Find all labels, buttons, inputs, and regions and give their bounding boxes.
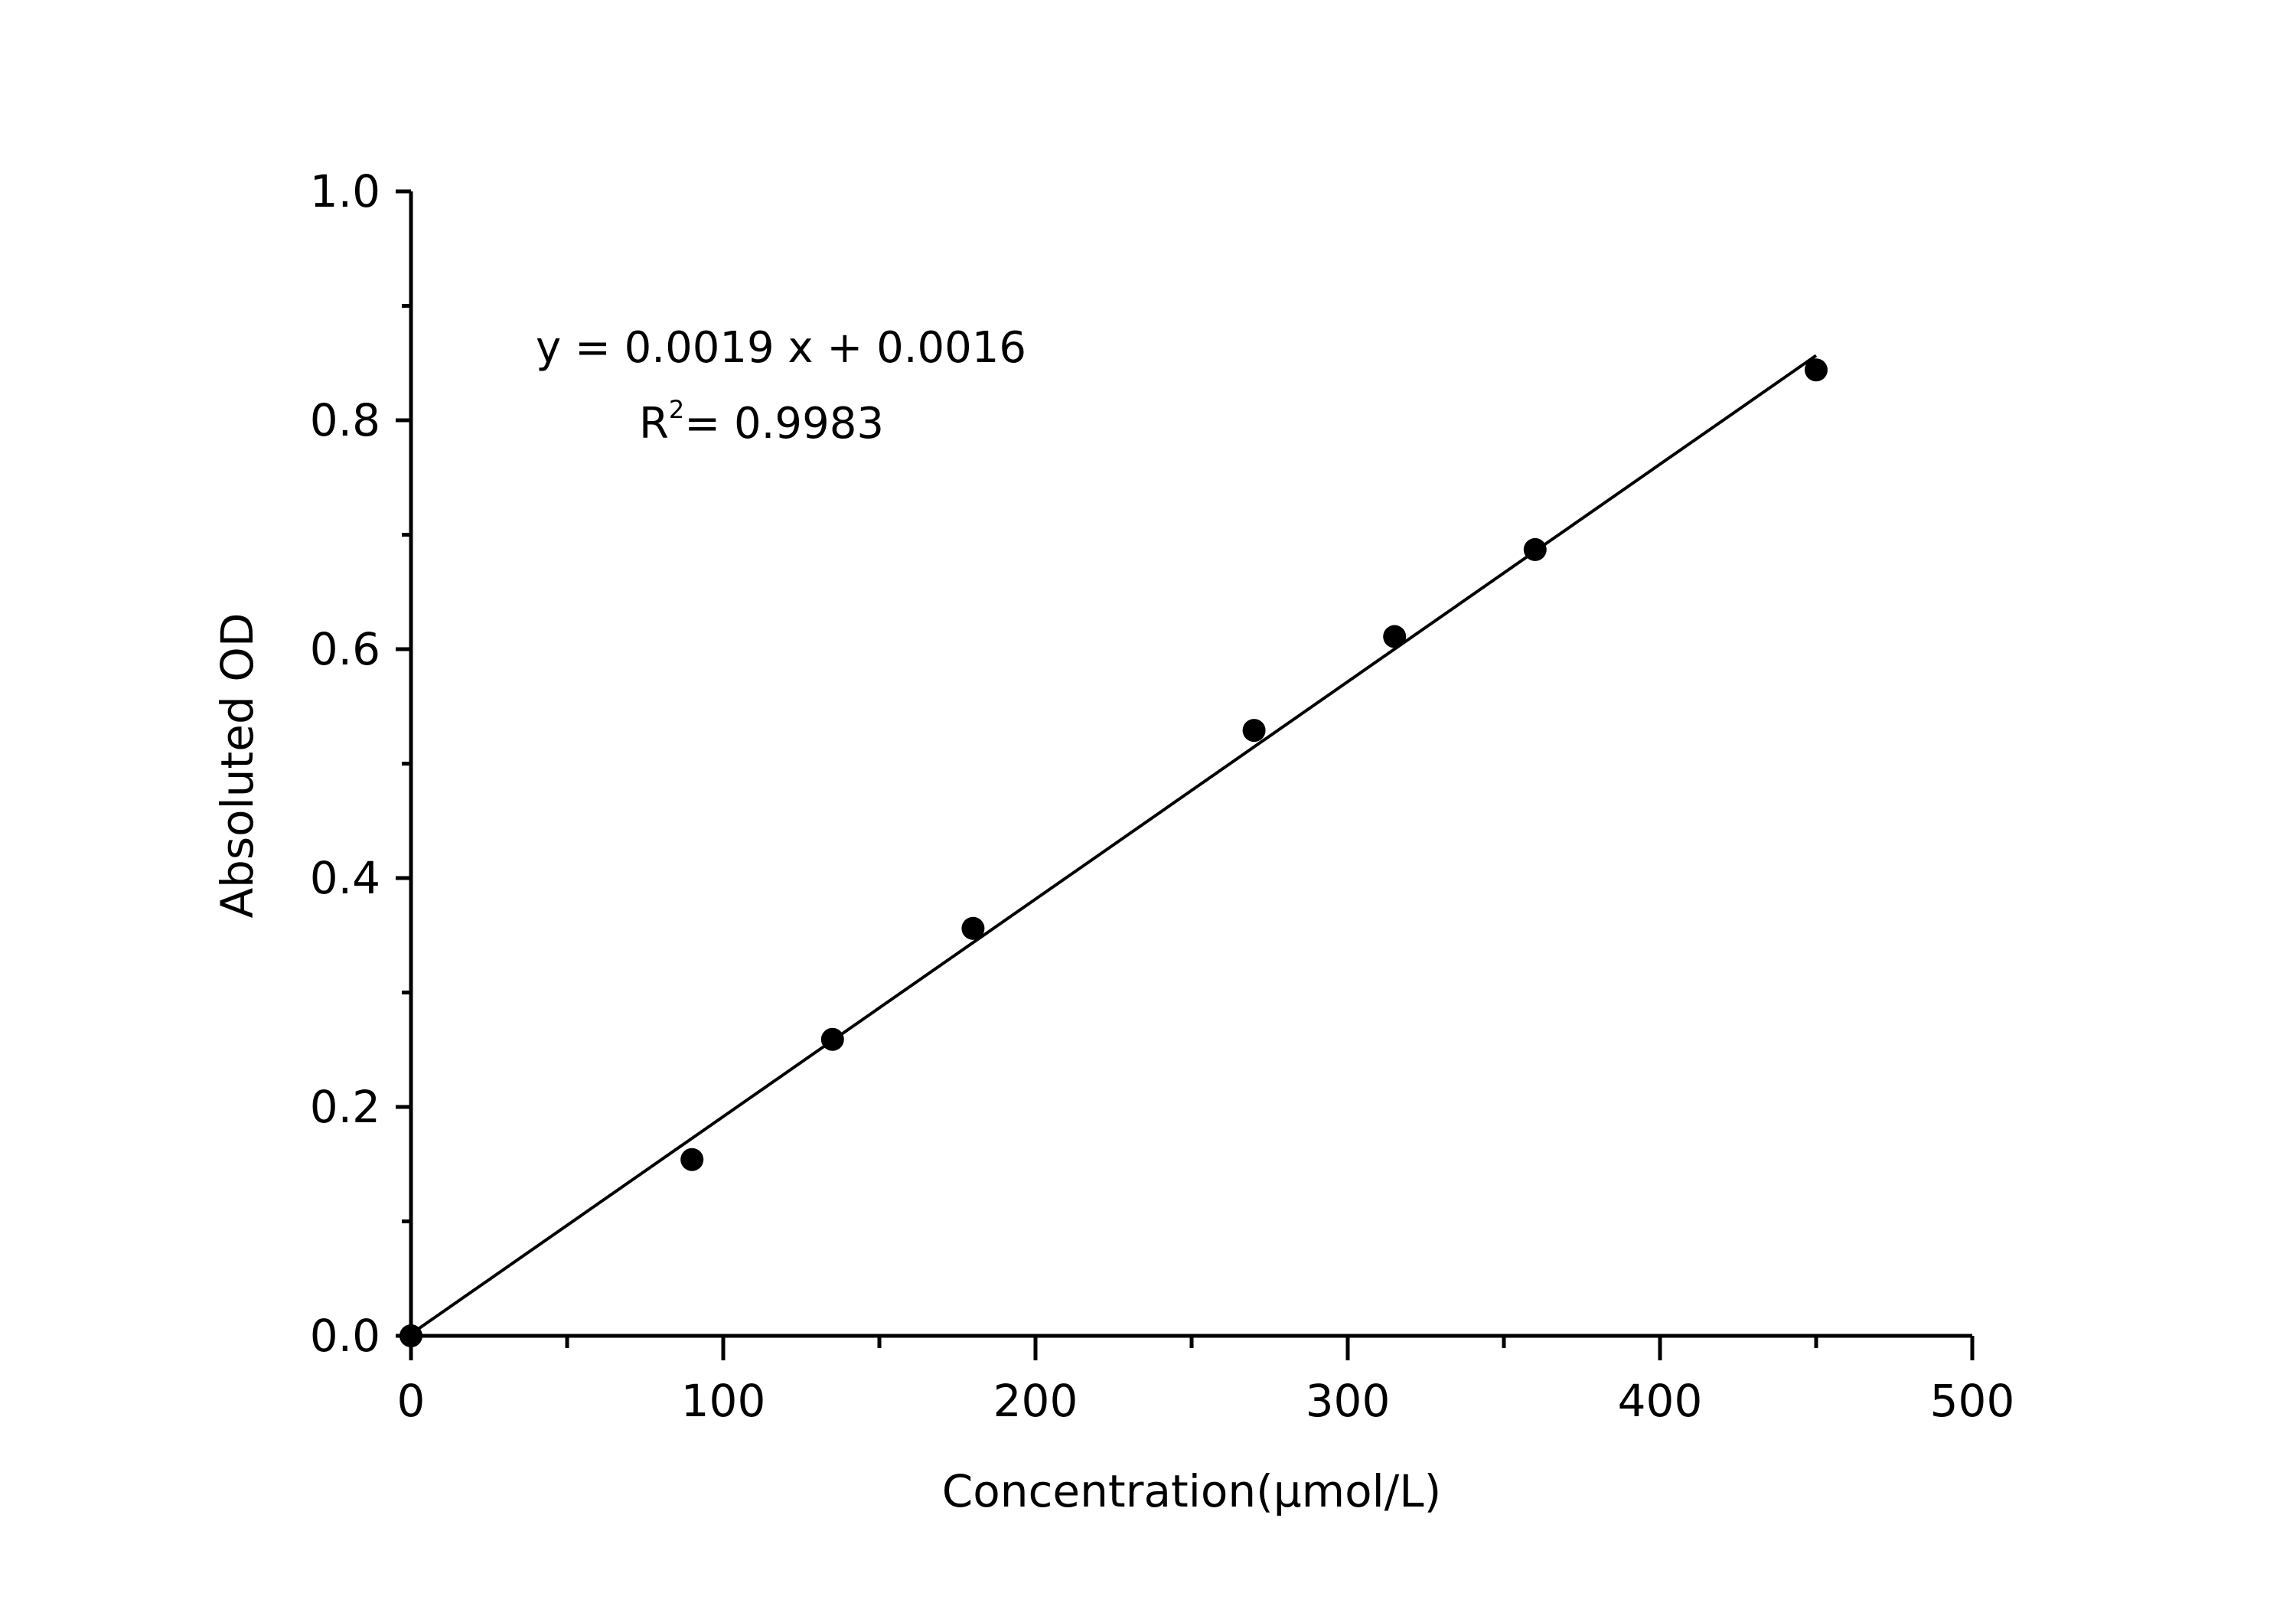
r2-value: = 0.9983: [684, 399, 884, 449]
ticks: 0 100 200 300 400 500 0.0 0.2 0.4 0.6 0.8 1.0: [310, 165, 2015, 1427]
y-axis-label: Absoluted OD: [211, 612, 263, 918]
x-tick-label: 0: [397, 1375, 426, 1427]
y-tick-label: 0.6: [310, 623, 380, 675]
x-axis-label: Concentration(μmol/L): [942, 1465, 1441, 1517]
data-point: [1383, 625, 1407, 648]
data-points: [400, 358, 1828, 1347]
r2-superscript: 2: [669, 395, 684, 424]
data-point: [1805, 358, 1828, 382]
r2-label: R: [639, 399, 669, 449]
y-tick-label: 0.4: [310, 852, 380, 904]
data-point: [820, 1027, 844, 1051]
fit-line: [409, 354, 1818, 1336]
data-point: [961, 916, 985, 940]
fit-equation: y = 0.0019 x + 0.0016: [536, 323, 1026, 373]
r-squared: R2= 0.9983: [639, 395, 884, 449]
y-tick-label: 1.0: [310, 165, 380, 217]
x-tick-label: 300: [1306, 1375, 1391, 1427]
data-point: [1523, 537, 1547, 561]
x-tick-label: 200: [993, 1375, 1078, 1427]
data-point: [400, 1324, 422, 1347]
data-point: [680, 1148, 704, 1171]
x-tick-label: 500: [1930, 1375, 2015, 1427]
data-point: [1242, 719, 1266, 743]
y-tick-label: 0.2: [310, 1081, 380, 1133]
y-tick-label: 0.0: [310, 1310, 380, 1362]
axes: [396, 191, 1972, 1360]
y-tick-label: 0.8: [310, 394, 380, 446]
x-tick-label: 400: [1618, 1375, 1703, 1427]
x-tick-label: 100: [681, 1375, 766, 1427]
